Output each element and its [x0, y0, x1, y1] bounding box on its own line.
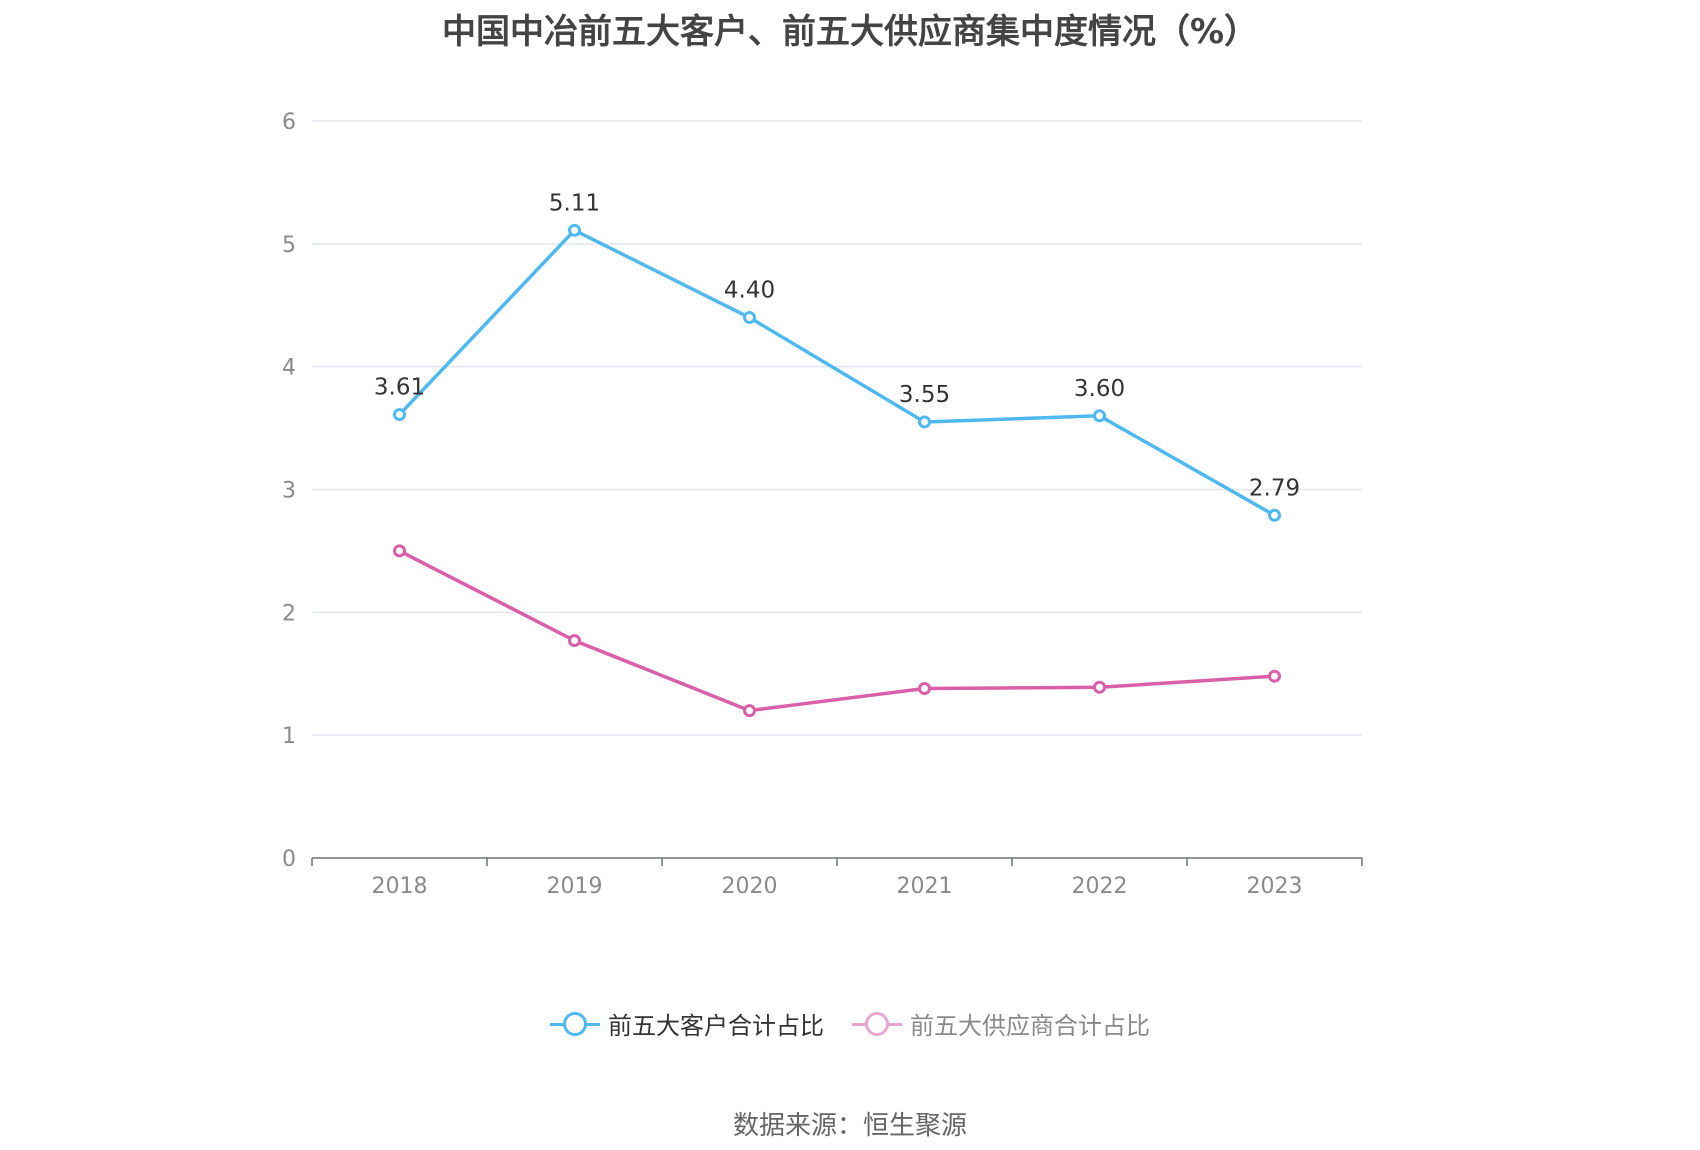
chart-title: 中国中冶前五大客户、前五大供应商集中度情况（%） — [441, 12, 1259, 52]
legend-label-suppliers: 前五大供应商合计占比 — [910, 1012, 1150, 1040]
x-tick-label-2018: 2018 — [372, 874, 428, 899]
series-1-point-2022 — [1093, 680, 1106, 694]
legend-swatch-suppliers — [852, 1011, 902, 1037]
x-tick-label-2023: 2023 — [1247, 874, 1303, 899]
legend-item-suppliers[interactable]: 前五大供应商合计占比 — [852, 1006, 1150, 1041]
data-label-2023: 2.79 — [1249, 475, 1300, 501]
legend-label-customers: 前五大客户合计占比 — [608, 1012, 824, 1040]
legend: 前五大客户合计占比 前五大供应商合计占比 — [0, 1006, 1700, 1041]
series-line-0 — [398, 228, 1276, 517]
y-tick-label-1: 1 — [282, 724, 296, 749]
y-tick-label-5: 5 — [282, 233, 296, 258]
series-0-point-2022 — [1093, 409, 1106, 423]
x-tick-label-2021: 2021 — [897, 874, 953, 899]
series-1-point-2020 — [743, 704, 756, 718]
data-label-2022: 3.60 — [1074, 376, 1125, 402]
legend-item-customers[interactable]: 前五大客户合计占比 — [550, 1006, 824, 1041]
data-label-2021: 3.55 — [899, 382, 950, 408]
y-tick-label-3: 3 — [282, 479, 296, 504]
y-tick-label-6: 6 — [282, 110, 296, 135]
y-tick-label-0: 0 — [282, 847, 296, 872]
series-1-point-2018 — [393, 544, 406, 558]
data-label-2020: 4.40 — [724, 278, 775, 304]
series-1-point-2023 — [1268, 669, 1281, 683]
series-0-point-2020 — [743, 311, 756, 325]
y-tick-label-2: 2 — [282, 601, 296, 626]
series-line-1 — [398, 549, 1275, 713]
x-tick-label-2022: 2022 — [1072, 874, 1128, 899]
series-0-point-2021 — [918, 415, 931, 429]
x-tick-label-2020: 2020 — [722, 874, 778, 899]
series-0-point-2019 — [568, 223, 581, 237]
series-0-point-2023 — [1268, 508, 1281, 522]
source-note: 数据来源：恒生聚源 — [732, 1111, 967, 1141]
data-label-2018: 3.61 — [374, 375, 425, 401]
series-1-point-2019 — [568, 634, 581, 648]
y-tick-label-4: 4 — [282, 356, 296, 381]
series-1-point-2021 — [918, 681, 931, 695]
legend-swatch-customers — [550, 1011, 600, 1037]
series-0-point-2018 — [393, 408, 406, 422]
data-label-2019: 5.11 — [549, 190, 600, 216]
x-tick-label-2019: 2019 — [547, 874, 603, 899]
